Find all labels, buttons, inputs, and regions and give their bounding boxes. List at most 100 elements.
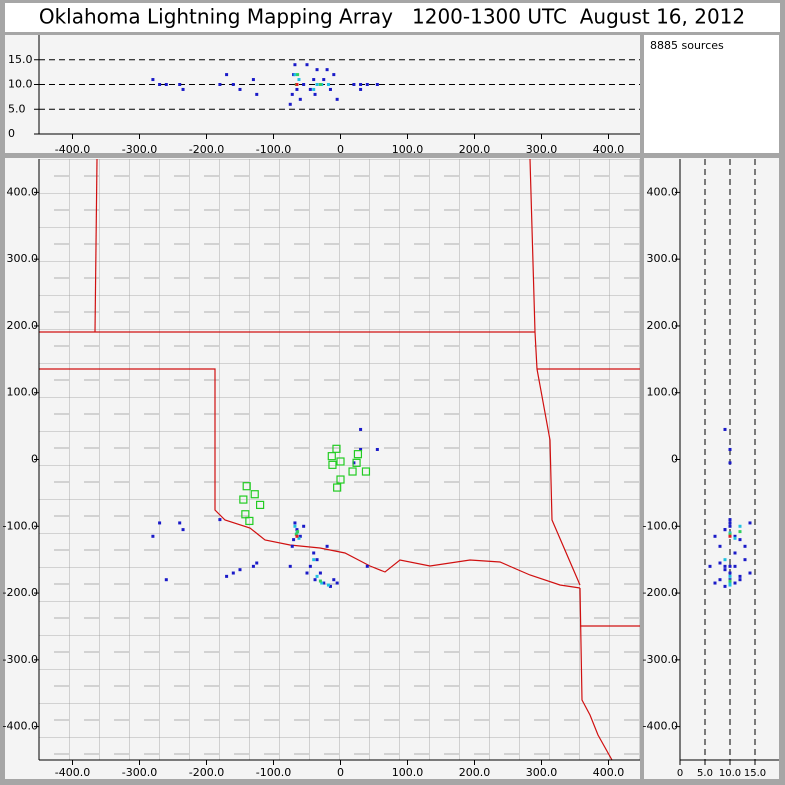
right-y-tick-label: 100.0 <box>647 386 679 399</box>
source-right <box>748 521 752 525</box>
right-x-tick-label: 15.0 <box>744 768 766 779</box>
y-tick-label: -200.0 <box>3 586 38 599</box>
source-top <box>315 68 319 72</box>
source-right <box>728 521 732 525</box>
source-top <box>255 92 259 96</box>
source-top <box>318 83 322 86</box>
source-top <box>375 83 379 86</box>
source-right <box>738 538 742 542</box>
source-top <box>308 87 312 91</box>
station <box>250 490 259 499</box>
layer <box>708 427 752 588</box>
right-y-tick-label: 300.0 <box>647 252 679 265</box>
source-map <box>296 530 300 534</box>
source-map <box>322 581 326 585</box>
source-map <box>313 578 317 582</box>
source-map <box>292 538 296 542</box>
source-right <box>728 564 732 568</box>
top-x-tick-label: -300.0 <box>122 143 157 156</box>
source-right <box>728 583 732 587</box>
source-right <box>718 578 722 582</box>
source-map <box>359 427 363 431</box>
source-right <box>718 544 722 548</box>
top-panel <box>5 35 640 153</box>
right-y-tick-label: 200.0 <box>647 319 679 332</box>
source-top <box>313 92 317 96</box>
source-right <box>743 544 747 548</box>
x-tick-label: 0 <box>337 766 344 779</box>
source-top <box>296 73 300 77</box>
alt-tick-label: 10.0 <box>8 78 33 91</box>
source-top <box>328 87 332 91</box>
source-right <box>713 534 717 538</box>
source-top <box>325 68 329 72</box>
source-right <box>723 528 727 532</box>
top-x-tick-label: -200.0 <box>189 143 224 156</box>
source-map <box>164 578 168 582</box>
source-right <box>728 579 732 583</box>
right-y-tick-label: -400.0 <box>643 720 678 733</box>
layer <box>151 63 379 106</box>
source-map <box>375 447 379 451</box>
source-top <box>359 87 363 91</box>
source-map <box>293 524 297 528</box>
station <box>332 444 341 453</box>
source-top <box>326 83 330 86</box>
source-right <box>723 564 727 568</box>
station <box>242 482 251 491</box>
alt-tick-label: 15.0 <box>8 53 33 66</box>
source-top <box>302 83 306 86</box>
source-right <box>708 564 712 568</box>
source-top <box>290 92 294 96</box>
source-right <box>733 534 737 538</box>
source-top <box>365 83 369 86</box>
alt-tick-label: 0 <box>8 127 15 140</box>
source-top <box>322 78 326 82</box>
source-map <box>297 536 301 540</box>
source-top <box>218 83 222 86</box>
source-right <box>728 534 732 538</box>
source-right <box>728 574 732 578</box>
source-right <box>733 581 737 585</box>
station <box>328 460 337 469</box>
source-top <box>332 73 336 77</box>
source-right <box>728 581 732 585</box>
source-top <box>312 78 316 82</box>
station <box>256 500 265 510</box>
border <box>94 159 98 333</box>
source-map <box>315 558 319 562</box>
x-tick-label: -100.0 <box>256 766 291 779</box>
source-map <box>288 564 292 568</box>
source-top <box>295 83 299 86</box>
station <box>336 457 345 466</box>
source-top <box>293 63 297 67</box>
y-tick-label: -400.0 <box>3 720 38 733</box>
source-right <box>728 532 732 536</box>
source-right <box>738 578 742 582</box>
x-tick-label: 300.0 <box>526 766 558 779</box>
source-map <box>181 528 185 532</box>
station <box>352 458 361 467</box>
top-x-tick-label: 200.0 <box>459 143 491 156</box>
source-right <box>728 447 732 451</box>
source-top <box>305 63 309 67</box>
source-map <box>225 574 229 578</box>
x-tick-label: -400.0 <box>55 766 90 779</box>
source-map <box>308 564 312 568</box>
source-map <box>335 581 339 585</box>
y-tick-label: 0 <box>31 453 38 466</box>
source-map <box>293 521 297 525</box>
source-map <box>365 564 369 568</box>
source-map <box>151 534 155 538</box>
source-map <box>251 564 255 568</box>
source-map <box>359 447 363 451</box>
county-lines <box>39 159 640 760</box>
source-right <box>733 551 737 555</box>
source-map <box>302 524 306 528</box>
x-tick-label: 200.0 <box>459 766 491 779</box>
source-top <box>298 97 302 101</box>
source-top <box>295 87 299 91</box>
source-map <box>328 584 332 588</box>
state-borders <box>39 159 640 760</box>
source-map <box>332 578 336 582</box>
